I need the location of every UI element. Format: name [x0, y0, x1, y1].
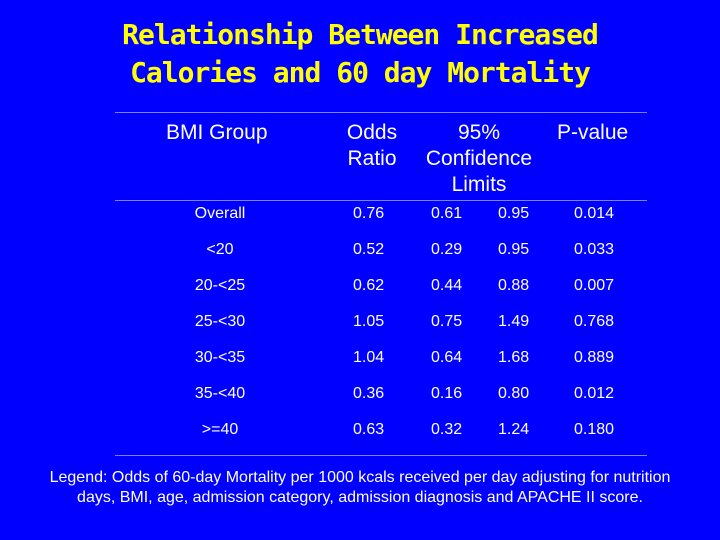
cell-p-value: 0.014: [574, 205, 615, 222]
header-odds-ratio: Odds Ratio: [336, 120, 408, 172]
cell-ci-upper: 0.88: [498, 277, 530, 294]
legend-line-2: days, BMI, age, admission category, admi…: [77, 489, 643, 506]
cell-ci-upper: 0.95: [498, 241, 530, 258]
cell-ci-lower: 0.64: [431, 349, 463, 366]
cell-p-value: 0.180: [574, 421, 615, 438]
cell-ci-lower: 0.44: [431, 277, 463, 294]
cell-ci-upper: 1.68: [498, 349, 530, 366]
header-bmi-group: BMI Group: [166, 121, 268, 144]
cell-ci-upper: 1.24: [498, 421, 530, 438]
cell-p-value: 0.768: [574, 313, 615, 330]
cell-p-value: 0.012: [574, 385, 615, 402]
header-p-value: P-value: [557, 121, 629, 144]
cell-ci-lower: 0.75: [431, 313, 463, 330]
cell-odds-ratio: 0.52: [353, 241, 385, 258]
legend-line-1: Legend: Odds of 60-day Mortality per 100…: [49, 469, 671, 486]
cell-ci-upper: 1.49: [498, 313, 530, 330]
cell-bmi-group: <20: [206, 241, 234, 258]
cell-ci-upper: 0.95: [498, 205, 530, 222]
header-odds-line-1: Odds: [346, 121, 398, 144]
cell-bmi-group: 30-<35: [194, 349, 246, 366]
cell-bmi-group: >=40: [201, 421, 239, 438]
cell-odds-ratio: 0.36: [353, 385, 385, 402]
cell-bmi-group: 20-<25: [194, 277, 246, 294]
table-bottom-rule: [115, 455, 647, 456]
cell-odds-ratio: 0.76: [353, 205, 385, 222]
cell-bmi-group: Overall: [194, 205, 246, 222]
header-ci-line-1: 95%: [457, 121, 501, 144]
slide-title-line-1: Relationship Between Increased: [122, 18, 599, 51]
cell-odds-ratio: 0.63: [353, 421, 385, 438]
table-header-rule: [115, 200, 647, 201]
cell-bmi-group: 35-<40: [194, 385, 246, 402]
header-ci-line-3: Limits: [451, 173, 507, 196]
header-confidence-limits: 95% Confidence Limits: [410, 120, 548, 198]
cell-ci-lower: 0.16: [431, 385, 463, 402]
cell-bmi-group: 25-<30: [194, 313, 246, 330]
slide-title-line-2: Calories and 60 day Mortality: [130, 56, 591, 89]
cell-p-value: 0.033: [574, 241, 615, 258]
slide-title: Relationship Between Increased Calories …: [0, 16, 720, 92]
table-legend: Legend: Odds of 60-day Mortality per 100…: [0, 468, 720, 508]
cell-odds-ratio: 1.05: [353, 313, 385, 330]
cell-ci-upper: 0.80: [498, 385, 530, 402]
header-odds-line-2: Ratio: [347, 147, 397, 170]
cell-p-value: 0.007: [574, 277, 615, 294]
header-ci-line-2: Confidence: [425, 147, 533, 170]
cell-odds-ratio: 0.62: [353, 277, 385, 294]
cell-ci-lower: 0.29: [431, 241, 463, 258]
cell-ci-lower: 0.61: [431, 205, 463, 222]
table-top-rule: [115, 112, 647, 113]
cell-ci-lower: 0.32: [431, 421, 463, 438]
cell-odds-ratio: 1.04: [353, 349, 385, 366]
cell-p-value: 0.889: [574, 349, 615, 366]
